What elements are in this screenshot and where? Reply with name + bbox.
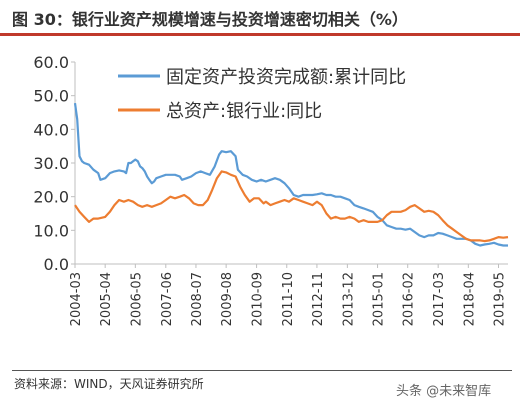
- x-tick-label: 2004-03: [69, 272, 84, 326]
- x-tick-label: 2012-11: [311, 272, 326, 326]
- x-axis: 2004-03 2005-04 2006-05 2007-06 2008-07 2009-…: [69, 263, 508, 326]
- x-tick-label: 2013-12: [341, 272, 356, 326]
- watermark: 头条 @未来智库: [396, 384, 492, 399]
- chart-title: 图 30：银行业资产规模增速与投资增速密切相关（%）: [12, 10, 408, 29]
- x-tick-label: 2018-04: [462, 272, 477, 326]
- series-line-1: [74, 170, 509, 243]
- x-tick-label: 2010-09: [251, 272, 266, 326]
- y-tick-label: 50.0: [33, 87, 69, 106]
- line-chart: 0.0 10.0 20.0 30.0 40.0 50.0 60.0 2004-03 2005-…: [33, 53, 509, 326]
- x-tick-label: 2011-10: [281, 272, 296, 326]
- x-tick-label: 2019-05: [493, 272, 508, 326]
- series-group: [73, 102, 509, 247]
- x-tick-label: 2017-03: [432, 272, 447, 326]
- y-tick-label: 10.0: [33, 221, 69, 240]
- y-tick-label: 30.0: [33, 154, 69, 173]
- series-line-0: [73, 102, 508, 247]
- y-tick-label: 60.0: [33, 53, 69, 72]
- x-tick-label: 2006-05: [129, 272, 144, 326]
- source-note: 资料来源：WIND，天风证券研究所: [14, 377, 204, 391]
- x-tick-label: 2015-01: [372, 272, 387, 326]
- x-tick-label: 2005-04: [99, 272, 114, 326]
- y-tick-label: 0.0: [44, 255, 69, 274]
- title-bar: 图 30：银行业资产规模增速与投资增速密切相关（%）: [0, 0, 520, 36]
- source-divider: [12, 370, 512, 371]
- x-tick-label: 2016-02: [402, 272, 417, 326]
- y-tick-label: 20.0: [33, 188, 69, 207]
- x-tick-label: 2007-06: [160, 272, 175, 326]
- x-tick-label: 2008-07: [190, 272, 205, 326]
- x-tick-label: 2009-08: [220, 272, 235, 326]
- legend-label-1: 总资产:银行业:同比: [166, 101, 322, 122]
- y-tick-label: 40.0: [33, 120, 69, 139]
- y-axis: 0.0 10.0 20.0 30.0 40.0 50.0 60.0: [33, 53, 76, 274]
- legend-label-0: 固定资产投资完成额:累计同比: [166, 67, 406, 88]
